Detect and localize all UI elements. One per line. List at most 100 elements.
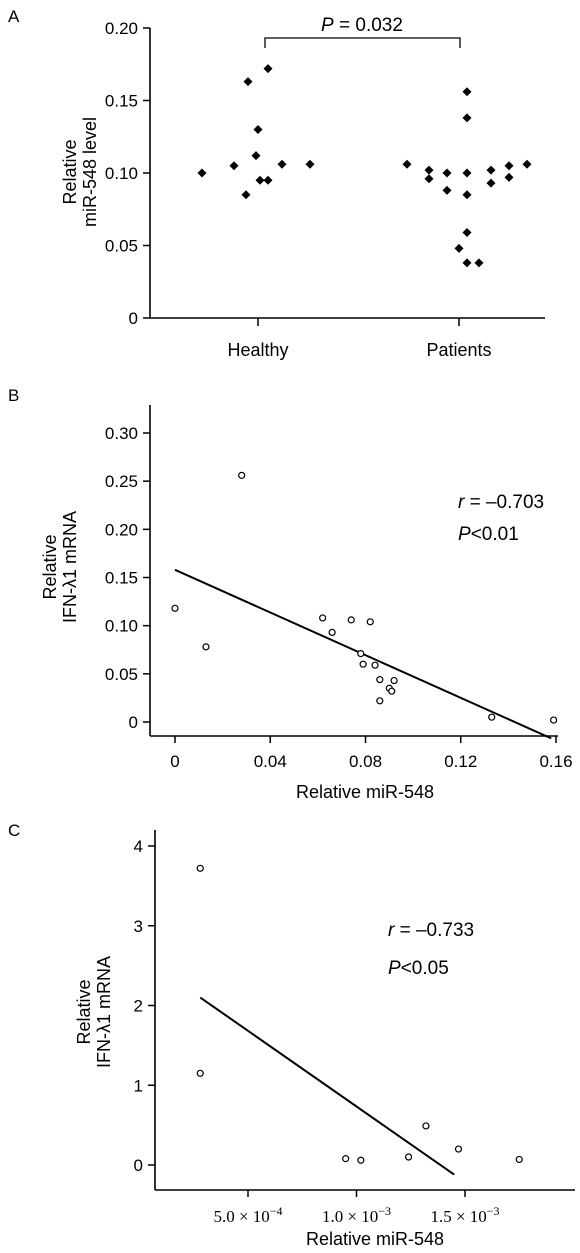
- panel-b-data-points: [171, 471, 558, 724]
- panel-b-ytick-label: 0.05: [105, 665, 138, 684]
- panel-a-ytick-label: 0.05: [105, 237, 138, 256]
- panel-b-ytick-label: 0.10: [105, 617, 138, 636]
- panel-b-point: [359, 660, 367, 668]
- panel-a-point-healthy: [263, 175, 273, 185]
- panel-c-ylabel-line2: IFN-λ1 mRNA: [94, 956, 114, 1068]
- panel-c-ytick-label: 0: [134, 1156, 143, 1175]
- panel-a-point-healthy: [263, 64, 273, 74]
- panel-b-ytick-label: 0.25: [105, 472, 138, 491]
- panel-a-point-patients: [462, 227, 472, 237]
- panel-a-point-healthy: [305, 159, 315, 169]
- panel-c-xtick-label: 1.0 × 10−3: [322, 1204, 391, 1226]
- panel-b-ylabel-line1: Relative: [40, 534, 60, 599]
- panel-a: A Relative miR-548 level 0 0.05 0.10 0.15 0.…: [8, 7, 545, 360]
- panel-c-point: [196, 864, 204, 872]
- panel-b-point: [388, 687, 396, 695]
- panel-c-x-axis: 5.0 × 10−4 1.0 × 10−3 1.5 × 10−3: [155, 1189, 575, 1226]
- panel-c-point: [342, 1155, 350, 1163]
- panel-c-ytick-label: 3: [134, 917, 143, 936]
- panel-b-y-axis: 0 0.05 0.10 0.15 0.20 0.25 0.30: [105, 405, 151, 736]
- panel-a-point-healthy: [251, 151, 261, 161]
- panel-b: B Relative IFN-λ1 mRNA 0 0.05 0.10 0.15 0.20…: [8, 386, 573, 802]
- panel-c-point: [357, 1156, 365, 1164]
- panel-c-point: [422, 1122, 430, 1130]
- panel-a-point-patients: [424, 174, 434, 184]
- panel-a-point-patients: [424, 165, 434, 175]
- panel-a-point-healthy: [243, 77, 253, 87]
- panel-b-point: [328, 628, 336, 637]
- panel-b-xtick-label: 0.12: [444, 752, 477, 771]
- panel-c-ytick-label: 4: [134, 837, 143, 856]
- panel-b-point: [347, 616, 355, 624]
- panel-a-point-healthy: [197, 168, 207, 178]
- panel-a-point-patients: [486, 165, 496, 175]
- panel-b-ytick-label: 0.20: [105, 520, 138, 539]
- panel-b-point: [371, 661, 379, 669]
- panel-b-xtick-label: 0.04: [254, 752, 287, 771]
- panel-c-xtick-label: 5.0 × 10−4: [213, 1204, 282, 1226]
- panel-b-x-axis: 0 0.04 0.08 0.12 0.16: [150, 735, 573, 771]
- panel-a-point-patients: [522, 159, 532, 169]
- panel-a-point-patients: [486, 178, 496, 188]
- panel-a-ytick-label: 0: [129, 309, 138, 328]
- panel-c-data-points: [196, 864, 523, 1164]
- panel-b-ytick-label: 0.15: [105, 569, 138, 588]
- panel-b-point: [550, 716, 558, 724]
- panel-a-point-patients: [402, 159, 412, 169]
- panel-b-point: [357, 650, 365, 658]
- panel-a-ylabel-line1: Relative: [60, 139, 80, 204]
- panel-b-label: B: [8, 386, 19, 405]
- panel-b-point: [319, 614, 327, 622]
- panel-a-point-healthy: [277, 159, 287, 169]
- panel-b-point: [376, 697, 384, 705]
- panel-a-ytick-label: 0.15: [105, 92, 138, 111]
- panel-b-p-value: P<0.01: [458, 524, 519, 545]
- panel-c-point: [515, 1155, 523, 1164]
- panel-b-point: [488, 713, 496, 721]
- panel-a-category-label: Healthy: [227, 340, 288, 360]
- panel-a-point-patients: [462, 168, 472, 178]
- panel-a-y-axis: 0 0.05 0.10 0.15 0.20: [105, 19, 151, 328]
- panel-a-point-patients: [504, 161, 514, 171]
- panel-c-r-value: r = –0.733: [388, 920, 474, 941]
- panel-c-ytick-label: 2: [134, 997, 143, 1016]
- panel-b-xtick-label: 0.08: [349, 752, 382, 771]
- panel-a-point-patients: [442, 185, 452, 195]
- panel-c-point: [454, 1145, 463, 1153]
- panel-a-point-patients: [454, 243, 464, 253]
- panel-b-xtick-label: 0.16: [539, 752, 572, 771]
- panel-b-xtick-label: 0: [170, 752, 179, 771]
- panel-c-p-value: P<0.05: [388, 958, 449, 979]
- panel-c-ylabel-line1: Relative: [74, 979, 94, 1044]
- panel-a-ytick-label: 0.20: [105, 19, 138, 38]
- panel-b-ylabel-line2: IFN-λ1 mRNA: [60, 511, 80, 623]
- panel-a-point-healthy: [255, 175, 265, 185]
- panel-a-ylabel-line2: miR-548 level: [80, 117, 100, 227]
- panel-c-point: [196, 1069, 204, 1077]
- panel-a-point-patients: [504, 172, 514, 182]
- panel-b-point: [366, 618, 374, 626]
- panel-c-xtick-label: 1.5 × 10−3: [430, 1204, 499, 1226]
- panel-c-regression-line: [199, 996, 455, 1176]
- panel-a-point-patients: [462, 258, 472, 268]
- panel-a-significance-bracket: P = 0.032: [264, 15, 461, 48]
- panel-a-category-label: Patients: [426, 340, 491, 360]
- panel-a-data-points: [197, 64, 532, 268]
- panel-c-xlabel: Relative miR-548: [306, 1229, 444, 1249]
- panel-b-point: [202, 643, 210, 651]
- panel-b-xlabel: Relative miR-548: [296, 782, 434, 802]
- panel-a-point-patients: [462, 87, 472, 97]
- panel-b-ytick-label: 0.30: [105, 424, 138, 443]
- panel-a-ytick-label: 0.10: [105, 164, 138, 183]
- panel-a-p-value: P = 0.032: [321, 15, 403, 36]
- panel-a-point-patients: [442, 168, 452, 178]
- panel-b-r-value: r = –0.703: [458, 492, 544, 513]
- panel-b-point: [238, 471, 246, 479]
- panel-a-x-axis: Healthy Patients: [150, 317, 545, 360]
- panel-c-point: [404, 1153, 413, 1161]
- panel-c-ytick-label: 1: [134, 1076, 143, 1095]
- panel-b-point: [376, 676, 384, 684]
- panel-a-point-patients: [462, 113, 472, 123]
- panel-a-point-healthy: [241, 190, 251, 200]
